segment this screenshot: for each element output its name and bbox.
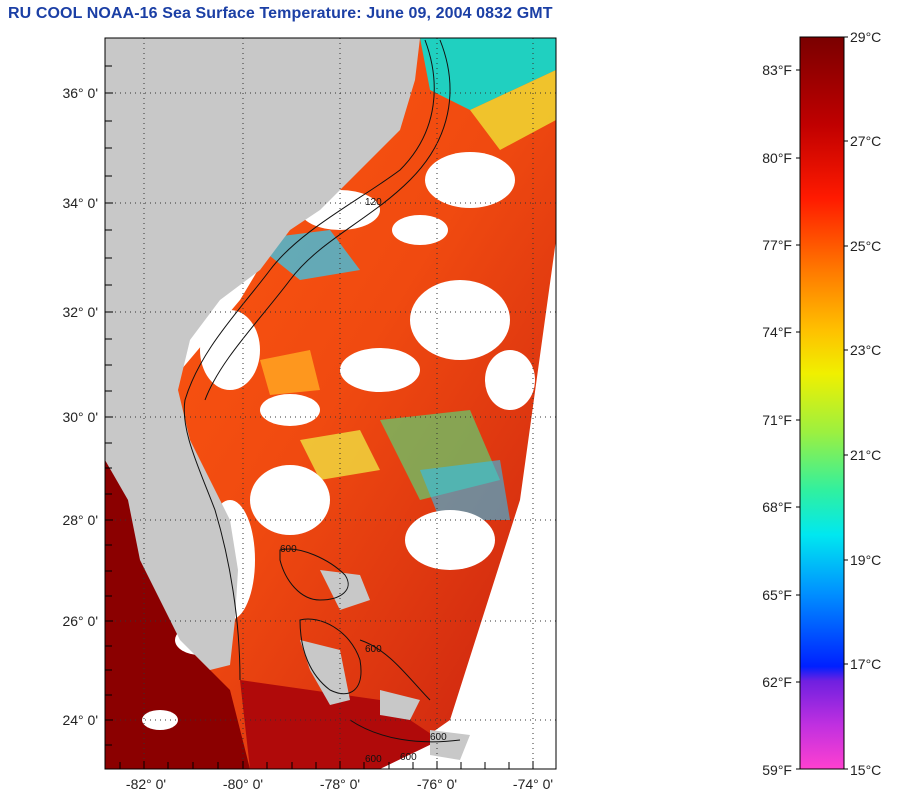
cool-water-region xyxy=(420,460,510,520)
lat-label: 28° 0' xyxy=(62,512,98,528)
contour-label: 600 xyxy=(430,732,447,743)
colorbar-fahrenheit-label: 80°F xyxy=(762,150,792,166)
contour-label: 600 xyxy=(400,752,417,763)
lon-label: -78° 0' xyxy=(320,776,360,792)
contour-label: 600 xyxy=(365,754,382,765)
colorbar-celsius-label: 15°C xyxy=(850,762,881,778)
cool-water-region xyxy=(470,70,556,150)
lat-label: 34° 0' xyxy=(62,195,98,211)
lat-label: 32° 0' xyxy=(62,304,98,320)
contour-label: 600 xyxy=(280,544,297,555)
bathymetry-contours xyxy=(183,39,461,743)
lat-label: 24° 0' xyxy=(62,712,98,728)
colorbar-fahrenheit-label: 74°F xyxy=(762,324,792,340)
sst-map: 600 600 600 600 600 120 xyxy=(105,38,556,769)
colorbar-celsius-label: 23°C xyxy=(850,342,881,358)
colorbar xyxy=(796,36,848,770)
graticule xyxy=(105,38,556,769)
land-mass xyxy=(105,38,420,670)
colorbar-celsius-label: 25°C xyxy=(850,238,881,254)
lon-label: -74° 0' xyxy=(513,776,553,792)
cool-water-region xyxy=(300,430,380,480)
colorbar-celsius-label: 17°C xyxy=(850,656,881,672)
contour-label: 120 xyxy=(365,197,382,208)
map-frame xyxy=(104,37,557,770)
contour-label: 600 xyxy=(365,644,382,655)
colorbar-fahrenheit-label: 71°F xyxy=(762,412,792,428)
cool-water-region xyxy=(260,350,320,395)
colorbar-celsius-label: 19°C xyxy=(850,552,881,568)
lon-ticks xyxy=(119,761,534,769)
colorbar-fahrenheit-label: 59°F xyxy=(762,762,792,778)
lon-label: -76° 0' xyxy=(417,776,457,792)
lon-label: -82° 0' xyxy=(126,776,166,792)
colorbar-fahrenheit-label: 68°F xyxy=(762,499,792,515)
colorbar-celsius-label: 27°C xyxy=(850,133,881,149)
lat-label: 30° 0' xyxy=(62,409,98,425)
lat-label: 36° 0' xyxy=(62,85,98,101)
lat-label: 26° 0' xyxy=(62,613,98,629)
lon-label: -80° 0' xyxy=(223,776,263,792)
colorbar-celsius-label: 29°C xyxy=(850,29,881,45)
colorbar-celsius-label: 21°C xyxy=(850,447,881,463)
map-title: RU COOL NOAA-16 Sea Surface Temperature:… xyxy=(8,5,553,22)
colorbar-fahrenheit-label: 62°F xyxy=(762,674,792,690)
cool-water-region xyxy=(420,38,556,110)
hot-gulf-region xyxy=(240,680,440,769)
lat-ticks xyxy=(105,65,113,746)
colorbar-fahrenheit-label: 83°F xyxy=(762,62,792,78)
bahamas-islands xyxy=(300,570,470,760)
colorbar-fahrenheit-label: 77°F xyxy=(762,237,792,253)
colorbar-fahrenheit-label: 65°F xyxy=(762,587,792,603)
